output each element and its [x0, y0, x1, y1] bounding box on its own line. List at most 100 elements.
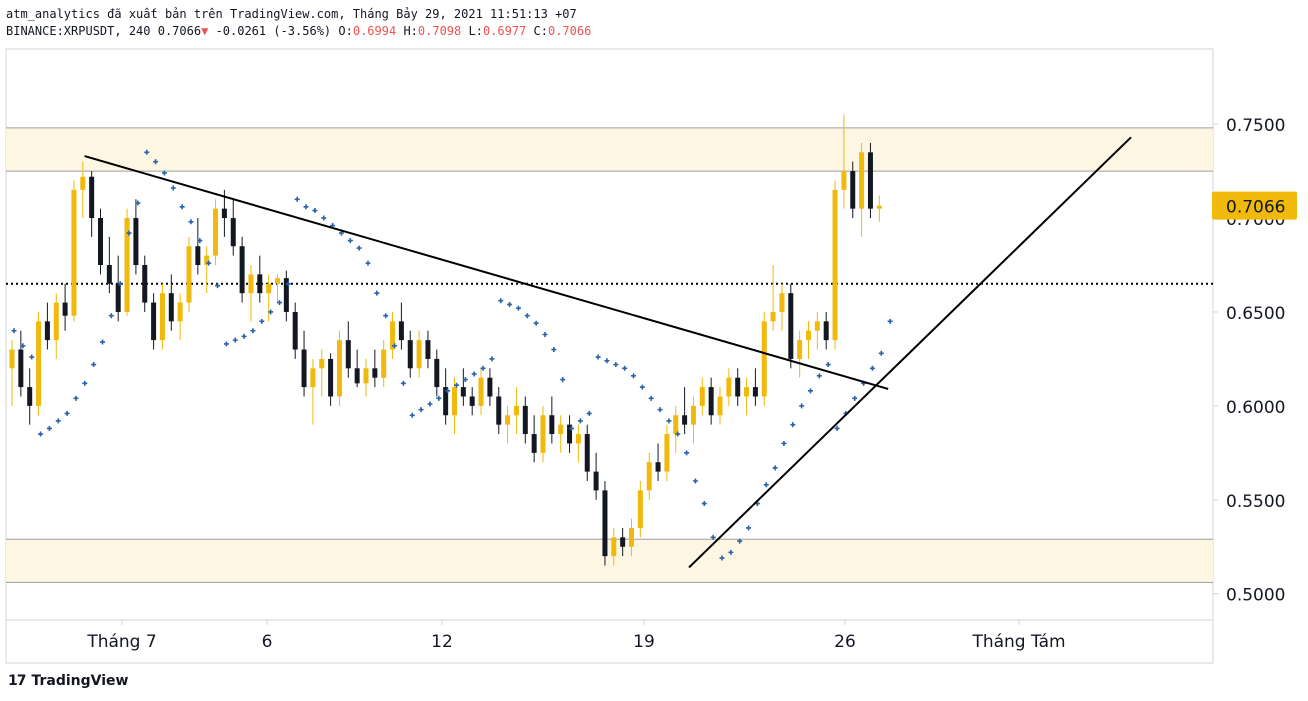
last-price-tag-label: 0.7066: [1226, 198, 1285, 218]
sar-marker: [46, 425, 52, 431]
last-price: 0.7066: [157, 24, 202, 38]
candle-body: [567, 424, 573, 444]
sar-marker: [312, 208, 318, 214]
candle-body: [328, 358, 334, 397]
candle-body: [53, 302, 59, 341]
sar-marker: [560, 377, 566, 383]
symbol-info-line: BINANCE:XRPUSDT, 240 0.7066▼ -0.0261 (-3…: [6, 23, 591, 40]
sar-marker: [675, 431, 681, 437]
sar-marker: [692, 478, 698, 484]
sar-marker: [648, 395, 654, 401]
candle-body: [788, 293, 794, 359]
sar-marker: [763, 482, 769, 488]
sar-marker: [170, 185, 176, 191]
sar-marker: [223, 341, 229, 347]
candle-body: [416, 340, 422, 369]
sar-marker: [622, 365, 628, 371]
sar-marker: [684, 450, 690, 456]
close-label: C:: [533, 24, 548, 38]
low-value: 0.6977: [482, 24, 527, 38]
candle-body: [407, 340, 413, 369]
candle-body: [505, 415, 511, 425]
sar-marker: [719, 555, 725, 561]
sar-marker: [604, 358, 610, 364]
ascending-trendline: [688, 136, 1132, 569]
sar-marker: [294, 196, 300, 202]
candle-body: [841, 171, 847, 190]
candle-body: [575, 434, 581, 444]
candle-body: [363, 368, 369, 384]
candle-body: [708, 387, 714, 416]
candle-body: [195, 246, 201, 266]
sar-marker: [153, 159, 159, 165]
candle-body: [673, 415, 679, 435]
sar-marker: [215, 283, 221, 289]
candle-body: [133, 218, 139, 266]
sar-marker: [445, 388, 451, 394]
sar-marker: [161, 170, 167, 176]
sar-marker: [701, 501, 707, 507]
candle-body: [159, 293, 165, 341]
candle-body: [487, 377, 493, 397]
candle-body: [9, 349, 15, 369]
candle-body: [876, 205, 882, 209]
publish-info: atm_analytics đã xuất bản trên TradingVi…: [6, 7, 577, 21]
candle-body: [381, 349, 387, 378]
sar-marker: [887, 318, 893, 324]
candle-body: [690, 405, 696, 425]
y-tick-label: 0.6000: [1226, 398, 1285, 418]
candle-body: [301, 349, 307, 388]
candle-body: [611, 537, 617, 557]
sar-marker: [365, 260, 371, 266]
x-tick-label: Tháng 7: [86, 632, 156, 652]
open-label: O:: [338, 24, 353, 38]
sar-marker: [268, 309, 274, 315]
candle-body: [336, 340, 342, 397]
down-triangle-icon: ▼: [201, 24, 209, 38]
candle-body: [168, 293, 174, 322]
sar-marker: [834, 425, 840, 431]
candle-body: [257, 274, 263, 294]
high-label: H:: [403, 24, 418, 38]
candle-body: [248, 274, 254, 294]
candle-body: [602, 490, 608, 557]
candle-body: [460, 387, 466, 397]
sar-marker: [82, 380, 88, 386]
sar-marker: [259, 318, 265, 324]
plot-border: [5, 48, 1214, 664]
sar-marker: [728, 549, 734, 555]
price-change: -0.0261 (-3.56%): [215, 24, 332, 38]
descending-trendline: [84, 155, 889, 390]
sar-marker: [126, 230, 132, 236]
candle-body: [584, 434, 590, 472]
sar-marker: [454, 382, 459, 388]
tradingview-logo-icon: 17: [8, 673, 27, 689]
candle-body: [106, 265, 112, 284]
candle-body: [186, 246, 192, 303]
candle-body: [345, 340, 351, 369]
candle-body: [549, 415, 555, 435]
sar-marker: [878, 350, 884, 356]
sar-marker: [241, 333, 247, 339]
candle-body: [425, 340, 431, 359]
sar-marker: [277, 300, 282, 306]
sar-marker: [436, 395, 442, 401]
sar-marker: [135, 200, 141, 206]
sar-marker: [91, 362, 97, 368]
candle-body: [779, 293, 785, 312]
candle-body: [496, 396, 502, 425]
candle-body: [655, 462, 661, 472]
candle-body: [44, 321, 50, 341]
tradingview-logo[interactable]: 17 TradingView: [8, 673, 128, 689]
candle-body: [744, 387, 750, 397]
candle-body: [540, 415, 546, 453]
candle-body: [398, 321, 404, 341]
candle-body: [797, 340, 803, 359]
sar-marker: [11, 328, 17, 334]
tradingview-brand: TradingView: [31, 673, 129, 689]
candle-body: [390, 321, 396, 350]
sar-marker: [631, 373, 636, 379]
sar-marker: [232, 337, 238, 343]
sar-marker: [480, 365, 486, 371]
